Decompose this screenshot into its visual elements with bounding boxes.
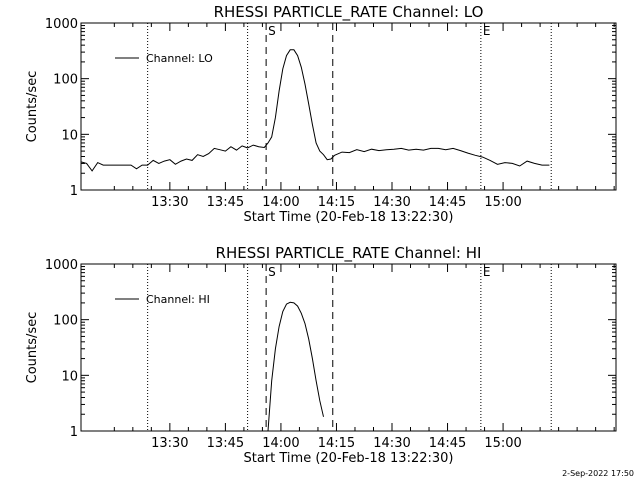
series-line — [267, 301, 324, 432]
x-tick-label: 14:45 — [429, 436, 466, 451]
marker-label-e: E — [483, 265, 491, 279]
y-tick-label: 10 — [61, 128, 78, 143]
x-tick-label: 14:30 — [373, 436, 410, 451]
legend-label: Channel: LO — [146, 52, 213, 65]
plot-frame — [80, 22, 617, 191]
x-tick-label: 13:45 — [207, 436, 244, 451]
x-tick-label: 14:30 — [373, 195, 410, 210]
footer-timestamp: 2-Sep-2022 17:50 — [562, 469, 634, 478]
y-axis-label: Counts/sec — [25, 71, 40, 143]
y-axis-label: Counts/sec — [25, 312, 40, 384]
chart-title: RHESSI PARTICLE_RATE Channel: HI — [216, 244, 482, 263]
x-tick-label: 13:30 — [151, 195, 188, 210]
plot-frame — [80, 263, 617, 432]
marker-label-e: E — [483, 24, 491, 38]
panel-lo: RHESSI PARTICLE_RATE Channel: LO 1 10 100 10… — [25, 3, 617, 225]
x-axis-label: Start Time (20-Feb-18 13:22:30) — [244, 210, 454, 225]
y-tick-label: 1000 — [45, 258, 78, 273]
marker-label-s: S — [268, 265, 276, 279]
y-tick-label: 1000 — [45, 17, 78, 32]
x-tick-label: 14:15 — [318, 195, 355, 210]
x-tick-label: 15:00 — [484, 436, 521, 451]
x-tick-label: 14:15 — [318, 436, 355, 451]
x-tick-label: 14:45 — [429, 195, 466, 210]
x-tick-label: 13:45 — [207, 195, 244, 210]
marker-label-s: S — [268, 24, 276, 38]
y-tick-label: 10 — [61, 369, 78, 384]
x-tick-label: 15:00 — [484, 195, 521, 210]
chart-title: RHESSI PARTICLE_RATE Channel: LO — [214, 3, 484, 22]
y-tick-label: 100 — [53, 314, 78, 329]
legend-label: Channel: HI — [146, 293, 210, 306]
panel-hi: RHESSI PARTICLE_RATE Channel: HI 1 10 100 10… — [25, 244, 617, 466]
x-tick-label: 14:00 — [262, 436, 299, 451]
x-tick-label: 14:00 — [262, 195, 299, 210]
series-line — [80, 49, 550, 172]
x-tick-label: 13:30 — [151, 436, 188, 451]
x-axis-label: Start Time (20-Feb-18 13:22:30) — [244, 451, 454, 466]
y-tick-label: 1 — [70, 184, 78, 199]
y-tick-label: 100 — [53, 73, 78, 88]
y-tick-label: 1 — [70, 425, 78, 440]
